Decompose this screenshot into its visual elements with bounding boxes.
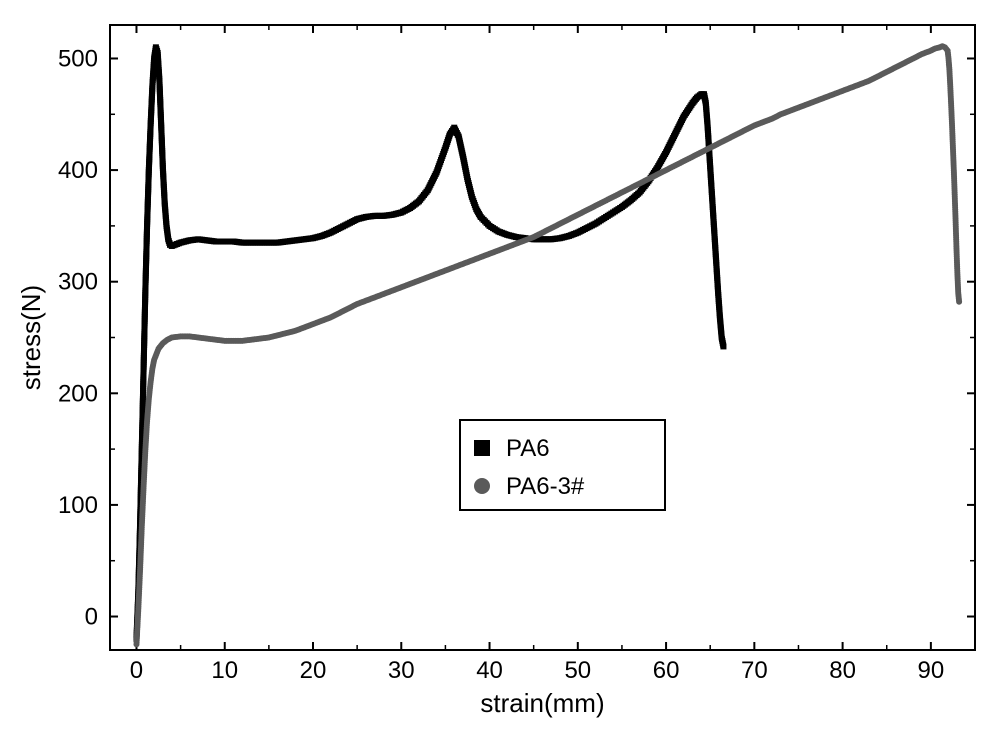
x-axis-label: strain(mm) [480, 688, 604, 718]
x-tick-label: 40 [476, 657, 503, 684]
x-tick-label: 10 [211, 657, 238, 684]
x-tick-label: 50 [564, 657, 591, 684]
y-tick-label: 400 [58, 157, 98, 184]
legend-marker-square [474, 440, 490, 456]
y-tick-label: 100 [58, 492, 98, 519]
legend-label: PA6 [506, 435, 550, 462]
y-tick-label: 200 [58, 380, 98, 407]
legend-marker-circle [474, 478, 490, 494]
x-tick-label: 80 [829, 657, 856, 684]
y-tick-label: 300 [58, 269, 98, 296]
y-axis-label: stress(N) [16, 285, 46, 390]
stress-strain-chart: 0 10 20 30 40 50 60 70 80 90 strain(mm) 0 100 200 300 4… [0, 0, 1000, 743]
series-PA6-3# [133, 43, 962, 647]
x-tick-label: 60 [653, 657, 680, 684]
x-tick-label: 0 [130, 657, 143, 684]
y-tick-label: 500 [58, 45, 98, 72]
x-tick-label: 70 [741, 657, 768, 684]
plot-frame [110, 25, 975, 650]
y-tick-label: 0 [85, 604, 98, 631]
x-tick-label: 90 [918, 657, 945, 684]
chart-svg: 0 10 20 30 40 50 60 70 80 90 strain(mm) 0 100 200 300 4… [0, 0, 1000, 743]
x-tick-label: 20 [300, 657, 327, 684]
legend: PA6 PA6-3# [460, 420, 665, 510]
legend-label: PA6-3# [506, 473, 585, 500]
x-tick-label: 30 [388, 657, 415, 684]
